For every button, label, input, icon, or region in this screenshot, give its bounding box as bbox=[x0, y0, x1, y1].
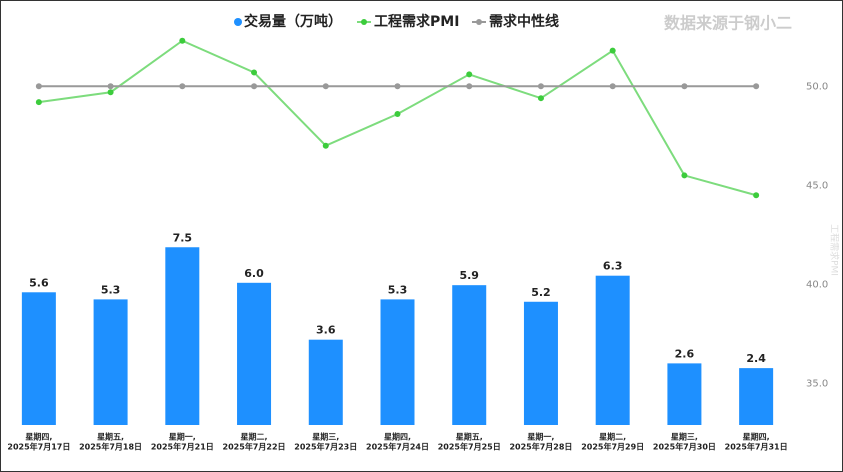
x-tick-label: 2025年7月31日 bbox=[725, 442, 788, 452]
x-tick-label: 2025年7月23日 bbox=[294, 442, 357, 452]
line-point bbox=[35, 99, 42, 106]
legend-label: 工程需求PMI bbox=[374, 13, 459, 30]
line-point bbox=[251, 83, 258, 90]
bar bbox=[380, 299, 415, 425]
x-tick-label: 2025年7月29日 bbox=[581, 442, 644, 452]
bar-value-label: 5.3 bbox=[101, 283, 121, 296]
line-point bbox=[179, 83, 186, 90]
line-point bbox=[322, 142, 329, 149]
x-tick-label: 2025年7月30日 bbox=[653, 442, 716, 452]
bar bbox=[667, 363, 702, 425]
x-tick-label: 2025年7月21日 bbox=[151, 442, 214, 452]
line-point bbox=[753, 83, 760, 90]
bar bbox=[523, 301, 558, 425]
x-tick-label: 2025年7月18日 bbox=[79, 442, 142, 452]
bar bbox=[237, 282, 272, 425]
y2-tick-label: 50.0 bbox=[806, 81, 828, 92]
bar-value-label: 5.6 bbox=[29, 276, 49, 289]
line-point bbox=[466, 83, 473, 90]
line-point bbox=[322, 83, 329, 90]
x-tick-label: 星期一, bbox=[527, 432, 554, 442]
x-tick-label: 星期五, bbox=[456, 432, 483, 442]
line-point bbox=[681, 83, 688, 90]
legend-swatch bbox=[234, 18, 242, 26]
line-point bbox=[179, 37, 186, 44]
line-point bbox=[107, 89, 114, 96]
x-tick-label: 星期二, bbox=[599, 432, 626, 442]
bar-value-label: 7.5 bbox=[173, 231, 193, 244]
legend-label: 需求中性线 bbox=[489, 13, 559, 30]
x-tick-label: 星期四, bbox=[384, 432, 411, 442]
x-tick-label: 星期三, bbox=[312, 432, 339, 442]
bar-value-label: 2.6 bbox=[675, 347, 695, 360]
y2-axis-label: 工程需求PMI bbox=[829, 224, 841, 276]
bar-value-label: 3.6 bbox=[316, 324, 336, 337]
y2-tick-label: 45.0 bbox=[806, 180, 828, 191]
legend-swatch bbox=[476, 19, 482, 25]
legend-swatch bbox=[361, 19, 367, 25]
line-point bbox=[609, 47, 616, 54]
y2-tick-label: 40.0 bbox=[806, 279, 828, 290]
x-tick-label: 星期四, bbox=[743, 432, 770, 442]
bar bbox=[739, 368, 774, 425]
line-point bbox=[537, 83, 544, 90]
x-tick-label: 2025年7月28日 bbox=[509, 442, 572, 452]
bar bbox=[93, 299, 128, 425]
line-point bbox=[681, 172, 688, 179]
x-tick-label: 星期五, bbox=[97, 432, 124, 442]
bar-value-label: 5.9 bbox=[459, 269, 479, 282]
x-tick-label: 2025年7月22日 bbox=[223, 442, 286, 452]
legend-label: 交易量（万吨） bbox=[244, 13, 342, 30]
x-tick-label: 星期四, bbox=[25, 432, 52, 442]
line-point bbox=[107, 83, 114, 90]
line-point bbox=[753, 192, 760, 199]
line-point bbox=[394, 83, 401, 90]
x-tick-label: 2025年7月25日 bbox=[438, 442, 501, 452]
x-tick-label: 2025年7月24日 bbox=[366, 442, 429, 452]
line-point bbox=[537, 95, 544, 102]
x-tick-label: 2025年7月17日 bbox=[7, 442, 70, 452]
line-point bbox=[609, 83, 616, 90]
bar-value-label: 6.3 bbox=[603, 260, 623, 273]
bar bbox=[308, 339, 343, 425]
x-tick-label: 星期三, bbox=[671, 432, 698, 442]
y2-tick-label: 35.0 bbox=[806, 378, 828, 389]
line-point bbox=[394, 111, 401, 118]
watermark: 数据来源于钢小二 bbox=[664, 14, 792, 33]
line-point bbox=[251, 69, 258, 76]
bar-value-label: 6.0 bbox=[244, 267, 264, 280]
bar bbox=[452, 285, 487, 425]
line-point bbox=[466, 71, 473, 78]
x-tick-label: 星期二, bbox=[241, 432, 268, 442]
bar-value-label: 5.2 bbox=[531, 286, 551, 299]
x-tick-label: 星期一, bbox=[169, 432, 196, 442]
bar bbox=[595, 275, 630, 425]
line-point bbox=[35, 83, 42, 90]
bar-value-label: 2.4 bbox=[746, 352, 766, 365]
bar bbox=[21, 292, 56, 425]
bar bbox=[165, 247, 200, 425]
bar-value-label: 5.3 bbox=[388, 283, 408, 296]
